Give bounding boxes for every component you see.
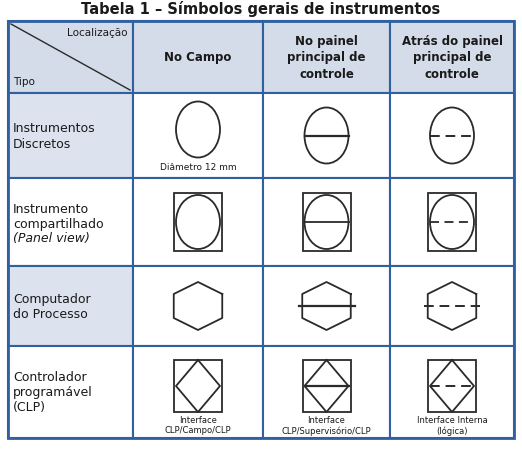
Text: No Campo: No Campo — [164, 51, 232, 64]
Bar — [263, 179, 390, 267]
Text: Localização: Localização — [67, 28, 128, 38]
Bar — [8, 267, 133, 346]
Bar — [174, 360, 222, 412]
Bar — [390, 346, 514, 438]
Text: Diâmetro 12 mm: Diâmetro 12 mm — [160, 162, 236, 171]
Bar — [263, 94, 390, 179]
Bar — [390, 22, 514, 94]
Bar — [428, 360, 476, 412]
Bar — [428, 193, 476, 252]
Text: Controlador
programável
(CLP): Controlador programável (CLP) — [13, 371, 93, 414]
Text: (Panel view): (Panel view) — [13, 232, 90, 245]
Text: Interface Interna
(lógica): Interface Interna (lógica) — [417, 415, 488, 435]
Bar — [263, 22, 390, 94]
Bar — [133, 22, 263, 94]
Bar — [8, 346, 133, 438]
Bar — [8, 22, 133, 94]
Bar — [8, 94, 133, 179]
Ellipse shape — [176, 196, 220, 249]
Ellipse shape — [304, 196, 349, 249]
Bar — [174, 193, 222, 252]
Bar — [133, 179, 263, 267]
Text: Computador
do Processo: Computador do Processo — [13, 292, 91, 320]
Bar — [390, 179, 514, 267]
Bar — [390, 94, 514, 179]
Text: Interface
CLP/Supervisório/CLP: Interface CLP/Supervisório/CLP — [282, 415, 371, 435]
Ellipse shape — [430, 196, 474, 249]
Bar — [8, 179, 133, 267]
Text: Instrumento
compartilhado: Instrumento compartilhado — [13, 202, 104, 230]
Bar — [303, 193, 350, 252]
Bar — [133, 267, 263, 346]
Ellipse shape — [304, 108, 349, 164]
Text: Interface
CLP/Campo/CLP: Interface CLP/Campo/CLP — [164, 415, 231, 434]
Bar — [133, 94, 263, 179]
Bar — [390, 267, 514, 346]
Text: Instrumentos
Discretos: Instrumentos Discretos — [13, 122, 96, 150]
Ellipse shape — [176, 102, 220, 158]
Text: No painel
principal de
controle: No painel principal de controle — [287, 34, 366, 81]
Bar — [303, 360, 350, 412]
Ellipse shape — [430, 108, 474, 164]
Bar — [133, 346, 263, 438]
Bar — [263, 267, 390, 346]
Text: Tipo: Tipo — [13, 77, 35, 87]
Text: Atrás do painel
principal de
controle: Atrás do painel principal de controle — [401, 34, 503, 81]
Text: Tabela 1 – Símbolos gerais de instrumentos: Tabela 1 – Símbolos gerais de instrument… — [81, 1, 441, 17]
Bar — [263, 346, 390, 438]
